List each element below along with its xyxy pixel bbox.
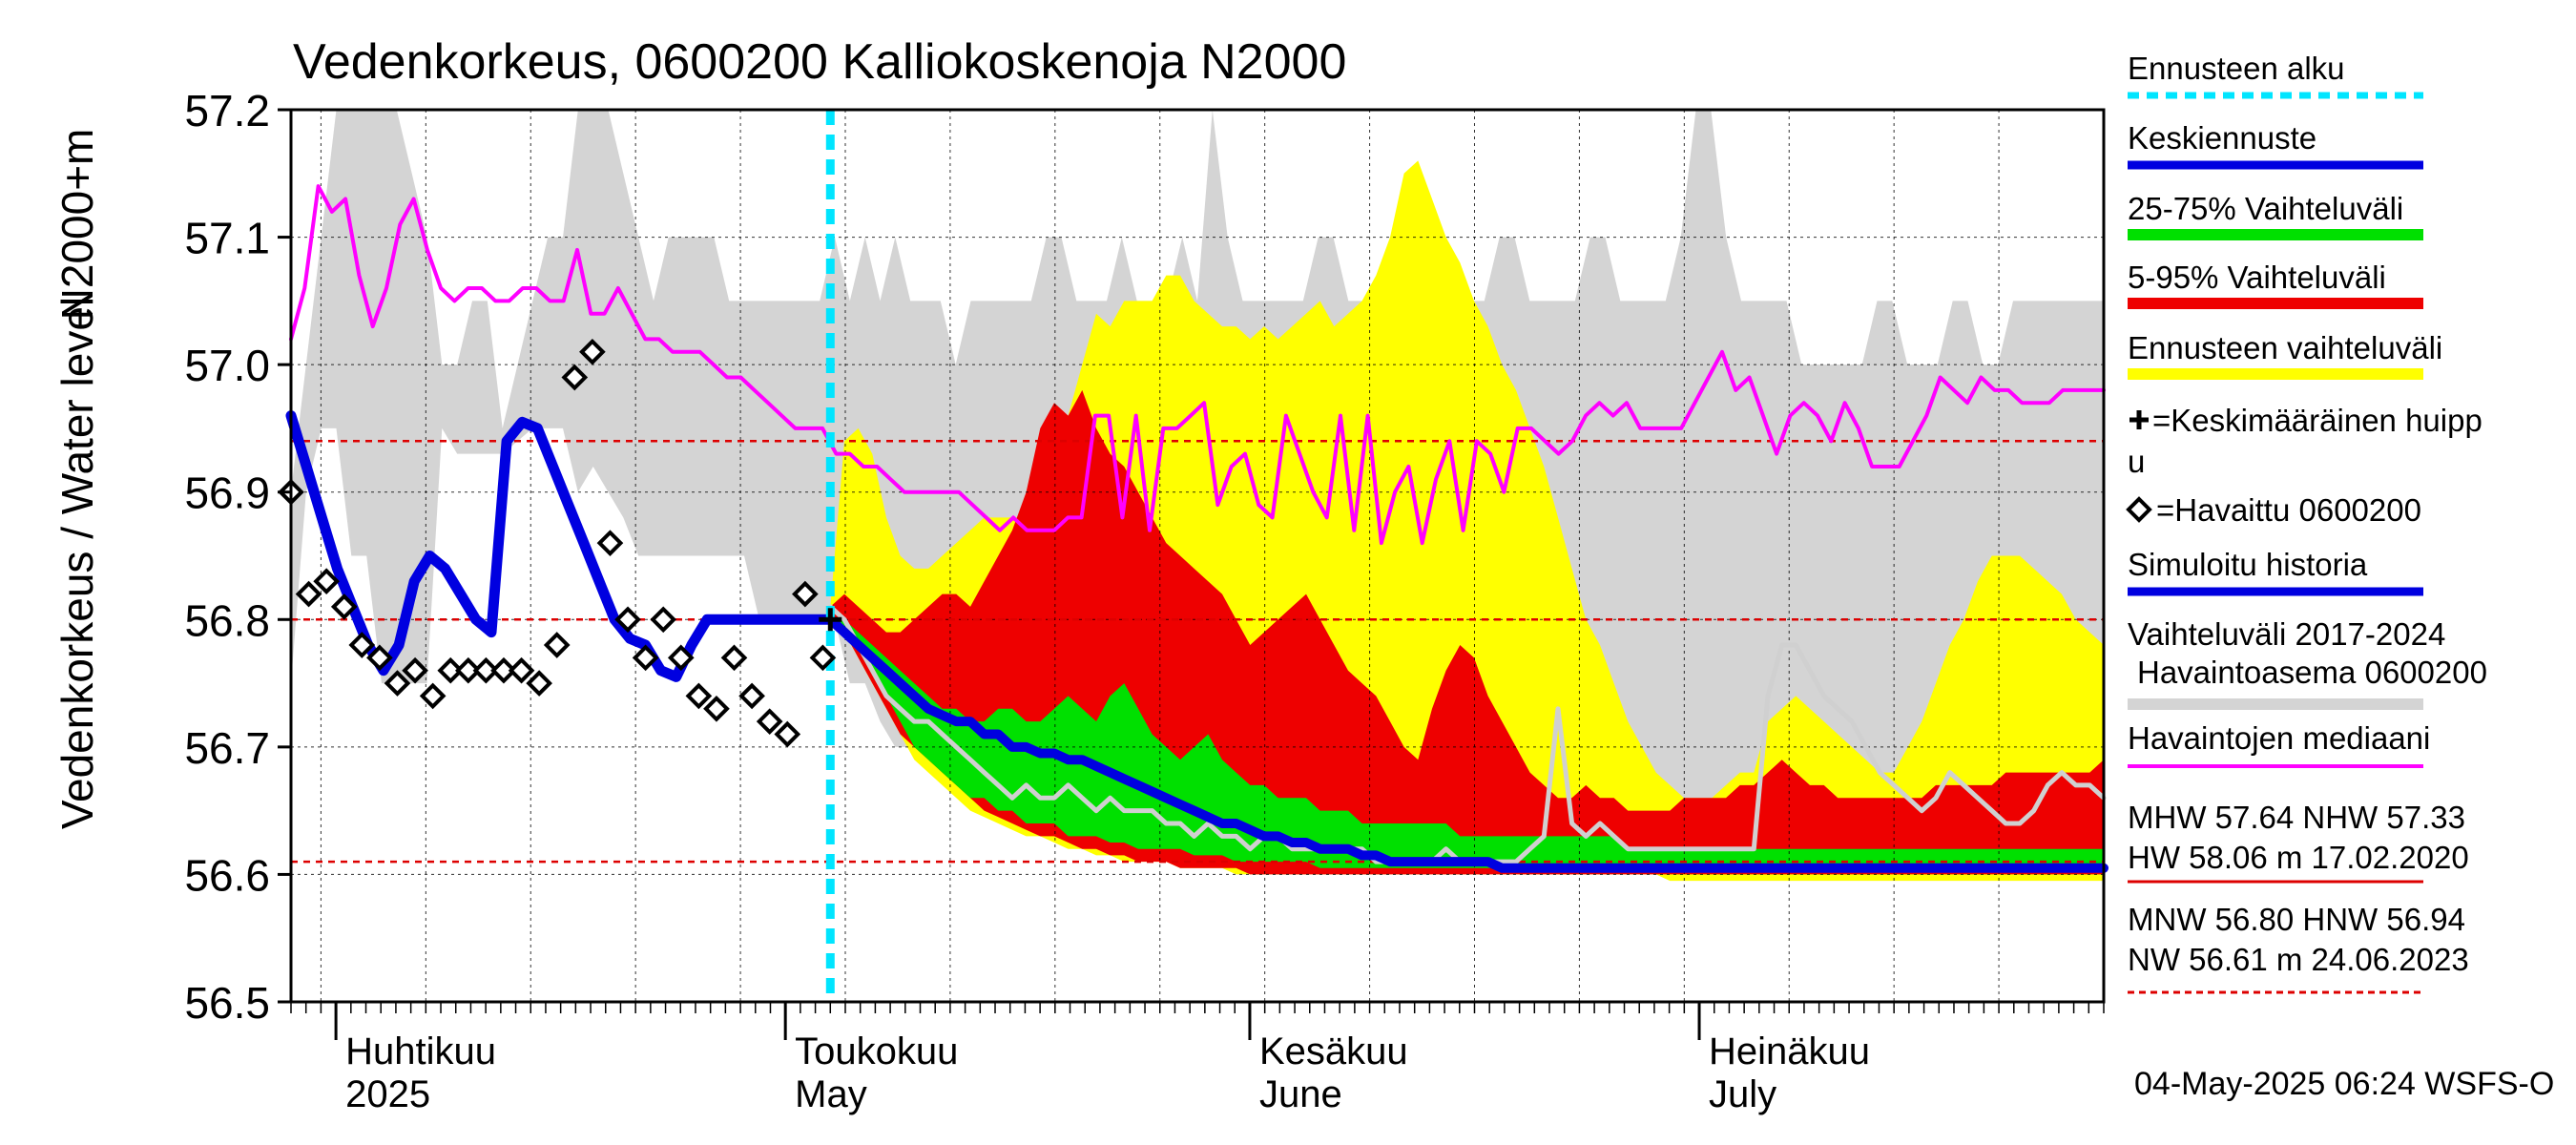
legend-history-range-label: Vaihteluväli 2017-2024 <box>2128 616 2445 652</box>
legend-mean-peak-marker <box>2129 410 2149 429</box>
observed-point <box>543 632 571 658</box>
legend-observed-marker <box>2126 496 2152 523</box>
observed-point <box>490 656 517 684</box>
observed-point <box>313 568 340 595</box>
observed-point <box>614 606 641 634</box>
observed-point <box>703 695 730 722</box>
legend: Ennusteen alku Keskiennuste 25-75% Vaihtel… <box>2126 51 2487 994</box>
footer-timestamp: 04-May-2025 06:24 WSFS-O <box>2134 1066 2554 1102</box>
x-month-label: Huhtikuu <box>345 1030 496 1072</box>
observed-point <box>685 682 713 710</box>
observed-point <box>526 670 552 697</box>
legend-history-range-label-2: Havaintoasema 0600200 <box>2137 655 2487 690</box>
x-month-sublabel: 2025 <box>345 1073 430 1115</box>
observed-point <box>472 656 500 684</box>
observed-point <box>402 656 428 684</box>
y-axis-unit-label: N2000+m <box>52 129 102 321</box>
observed-median-line <box>289 184 2106 546</box>
mean-peak-marker <box>819 608 842 632</box>
y-tick-label: 57.2 <box>184 86 270 135</box>
stats-mnw-hnw: MNW 56.80 HNW 56.94 <box>2128 902 2465 937</box>
legend-p5-95-label: 5-95% Vaihteluväli <box>2128 260 2386 295</box>
chart-title: Vedenkorkeus, 0600200 Kalliokoskenoja N2… <box>293 34 1346 90</box>
legend-simulated-history-label: Simuloitu historia <box>2128 547 2368 582</box>
axes-layer: 56.5 56.6 56.7 56.8 56.9 57.0 57.1 57.2 Huhtikuu… <box>184 86 2105 1115</box>
stats-nw: NW 56.61 m 24.06.2023 <box>2128 942 2469 977</box>
y-tick-label: 56.9 <box>184 468 270 518</box>
stats-hw: HW 58.06 m 17.02.2020 <box>2128 840 2469 875</box>
observed-point <box>419 682 447 710</box>
stats-mhw-nhw: MHW 57.64 NHW 57.33 <box>2128 800 2465 835</box>
line-layer <box>285 110 2109 1002</box>
legend-forecast-start-label: Ennusteen alku <box>2128 51 2345 86</box>
plot-frame <box>289 108 2106 1004</box>
legend-mean-forecast-label: Keskiennuste <box>2128 120 2316 156</box>
observed-point <box>774 720 801 748</box>
observed-point <box>792 580 819 608</box>
y-tick-label: 57.1 <box>184 214 270 263</box>
x-month-sublabel: July <box>1709 1073 1776 1115</box>
y-tick-label: 57.0 <box>184 341 270 390</box>
mean-forecast-line <box>825 614 2109 873</box>
observed-point <box>756 708 783 735</box>
legend-forecast-range-label: Ennusteen vaihteluväli <box>2128 330 2442 365</box>
y-axis-label: Vedenkorkeus / Water level <box>52 297 102 829</box>
observed-point <box>720 644 748 672</box>
x-month-label: Toukokuu <box>795 1030 958 1072</box>
observed-point <box>437 656 465 684</box>
observed-point <box>596 530 624 556</box>
legend-observed-label: =Havaittu 0600200 <box>2156 492 2421 528</box>
x-month-sublabel: May <box>795 1073 867 1115</box>
point-layer <box>278 338 842 748</box>
y-tick-label: 56.7 <box>184 723 270 773</box>
percentile-25-75-band <box>830 619 2104 868</box>
legend-mean-peak-label-wrap: u <box>2128 444 2145 479</box>
observed-point <box>667 644 695 672</box>
x-month-label: Kesäkuu <box>1259 1030 1408 1072</box>
plot-area <box>278 108 2109 1004</box>
y-tick-label: 56.5 <box>184 978 270 1028</box>
observed-point <box>295 580 322 608</box>
observed-point <box>366 644 393 672</box>
observed-point <box>809 644 837 672</box>
observed-point <box>330 593 358 620</box>
x-month-label: Heinäkuu <box>1709 1030 1870 1072</box>
observed-point <box>579 338 606 365</box>
legend-mean-peak-label: =Keskimääräinen huipp <box>2152 403 2483 438</box>
observed-point <box>454 656 482 684</box>
observed-point <box>508 656 535 684</box>
observed-point <box>384 670 411 697</box>
observed-point <box>632 644 659 672</box>
observed-point <box>650 606 677 634</box>
legend-median-label: Havaintojen mediaani <box>2128 720 2430 756</box>
x-month-sublabel: June <box>1259 1073 1342 1115</box>
observed-point <box>348 632 376 658</box>
y-tick-label: 56.8 <box>184 595 270 645</box>
legend-p25-75-label: 25-75% Vaihteluväli <box>2128 191 2403 226</box>
observed-point <box>738 682 765 710</box>
y-tick-label: 56.6 <box>184 850 270 900</box>
observed-point <box>561 364 589 391</box>
